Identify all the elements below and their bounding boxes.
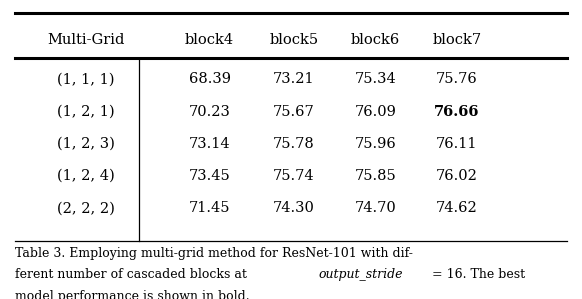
Text: Multi-Grid: Multi-Grid (48, 33, 125, 47)
Text: model performance is shown in bold.: model performance is shown in bold. (15, 290, 249, 299)
Text: = 16. The best: = 16. The best (428, 268, 525, 281)
Text: ferent number of cascaded blocks at: ferent number of cascaded blocks at (15, 268, 250, 281)
Text: (2, 2, 2): (2, 2, 2) (57, 202, 115, 215)
Text: 73.14: 73.14 (189, 137, 230, 151)
Text: output_stride: output_stride (319, 268, 403, 281)
Text: block7: block7 (432, 33, 481, 47)
Text: (1, 2, 3): (1, 2, 3) (57, 137, 115, 151)
Text: 76.11: 76.11 (436, 137, 478, 151)
Text: 76.66: 76.66 (434, 105, 480, 118)
Text: 68.39: 68.39 (189, 72, 230, 86)
Text: 73.45: 73.45 (189, 169, 230, 183)
Text: (1, 1, 1): (1, 1, 1) (58, 72, 115, 86)
Text: 73.21: 73.21 (273, 72, 315, 86)
Text: 75.34: 75.34 (354, 72, 396, 86)
Text: 74.62: 74.62 (436, 202, 478, 215)
Text: 75.96: 75.96 (354, 137, 396, 151)
Text: Table 3. Employing multi-grid method for ResNet-101 with dif-: Table 3. Employing multi-grid method for… (15, 247, 413, 260)
Text: 70.23: 70.23 (189, 105, 230, 118)
Text: 75.76: 75.76 (436, 72, 478, 86)
Text: 75.67: 75.67 (273, 105, 315, 118)
Text: block4: block4 (185, 33, 234, 47)
Text: 74.30: 74.30 (273, 202, 315, 215)
Text: 75.74: 75.74 (273, 169, 315, 183)
Text: 75.85: 75.85 (354, 169, 396, 183)
Text: block5: block5 (269, 33, 318, 47)
Text: 76.09: 76.09 (354, 105, 396, 118)
Text: 75.78: 75.78 (273, 137, 315, 151)
Text: (1, 2, 4): (1, 2, 4) (57, 169, 115, 183)
Text: (1, 2, 1): (1, 2, 1) (57, 105, 115, 118)
Text: 74.70: 74.70 (354, 202, 396, 215)
Text: 71.45: 71.45 (189, 202, 230, 215)
Text: 76.02: 76.02 (436, 169, 478, 183)
Text: block6: block6 (351, 33, 400, 47)
